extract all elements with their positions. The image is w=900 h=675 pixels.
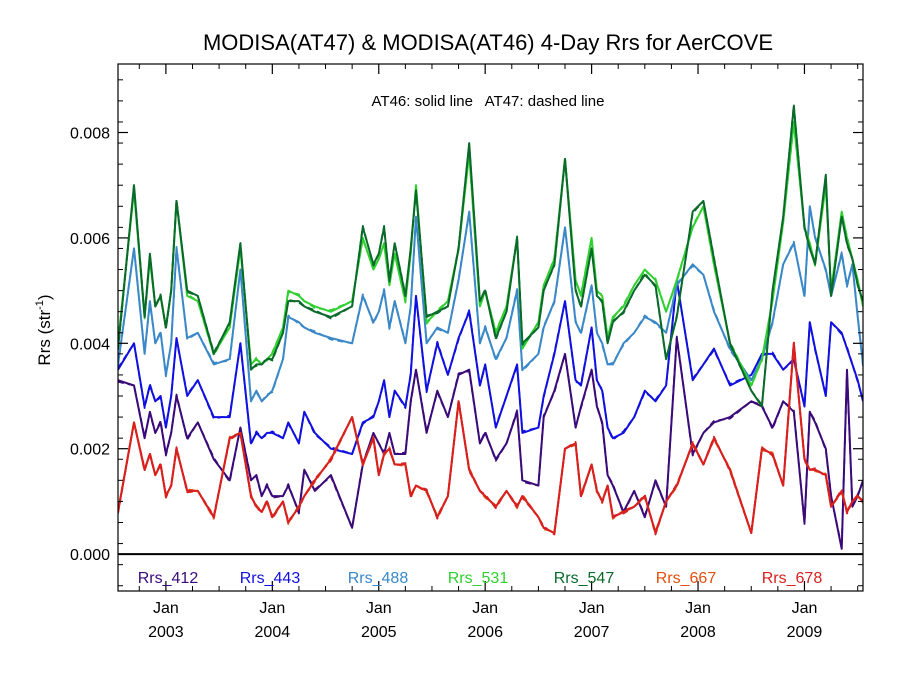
series-rrs_678 xyxy=(118,340,863,536)
chart-title: MODISA(AT47) & MODISA(AT46) 4-Day Rrs fo… xyxy=(203,30,773,55)
x-tick-year: 2009 xyxy=(787,624,823,641)
series-line-at46 xyxy=(118,279,863,455)
y-axis-label-main: Rrs (str xyxy=(35,310,54,366)
x-tick-year: 2005 xyxy=(361,624,397,641)
x-tick-year: 2007 xyxy=(574,624,610,641)
y-tick-label: 0.002 xyxy=(70,442,110,459)
y-tick-label: 0.004 xyxy=(70,336,110,353)
series-layer xyxy=(118,103,863,550)
y-axis: 0.000 0.002 0.004 0.006 0.008 xyxy=(70,79,863,587)
x-tick-year: 2004 xyxy=(255,624,291,641)
legend-item-rrs_488: Rrs_488 xyxy=(348,570,409,587)
y-axis-label: Rrs (str-1) xyxy=(34,294,54,365)
x-tick-month: Jan xyxy=(366,600,392,617)
y-tick-label: 0.000 xyxy=(70,547,110,564)
y-axis-label-close: ) xyxy=(35,294,54,300)
legend-item-rrs_531: Rrs_531 xyxy=(448,570,509,587)
legend-item-rrs_443: Rrs_443 xyxy=(240,570,301,587)
series-line-at46 xyxy=(118,342,863,534)
series-rrs_412 xyxy=(118,335,863,550)
legend-item-rrs_667: Rrs_667 xyxy=(656,570,717,587)
x-tick-year: 2006 xyxy=(467,624,503,641)
legend-item-rrs_678: Rrs_678 xyxy=(762,570,823,587)
line-style-annotation: AT46: solid line AT47: dashed line xyxy=(372,93,605,110)
y-axis-label-superscript: -1 xyxy=(34,300,46,310)
plot-frame xyxy=(117,63,864,592)
y-tick-label: 0.006 xyxy=(70,231,110,248)
series-line-at46 xyxy=(118,105,863,408)
x-tick-month: Jan xyxy=(153,600,179,617)
x-tick-month: Jan xyxy=(472,600,498,617)
x-tick-year: 2003 xyxy=(148,624,184,641)
x-tick-month: Jan xyxy=(579,600,605,617)
x-tick-month: Jan xyxy=(685,600,711,617)
series-rrs_547 xyxy=(118,103,863,408)
series-rrs_443 xyxy=(118,279,863,455)
legend-item-rrs_547: Rrs_547 xyxy=(554,570,615,587)
x-axis: Jan 2003 Jan 2004 Jan 2005 Jan 2006 Jan 2007 Jan 20… xyxy=(138,64,859,641)
x-tick-month: Jan xyxy=(259,600,285,617)
legend-item-rrs_412: Rrs_412 xyxy=(138,570,199,587)
x-tick-month: Jan xyxy=(792,600,818,617)
series-line-at46 xyxy=(118,337,863,550)
x-tick-year: 2008 xyxy=(680,624,716,641)
legend: Rrs_412 Rrs_443 Rrs_488 Rrs_531 Rrs_547 Rrs_6… xyxy=(138,570,823,587)
y-tick-label: 0.008 xyxy=(70,126,110,143)
